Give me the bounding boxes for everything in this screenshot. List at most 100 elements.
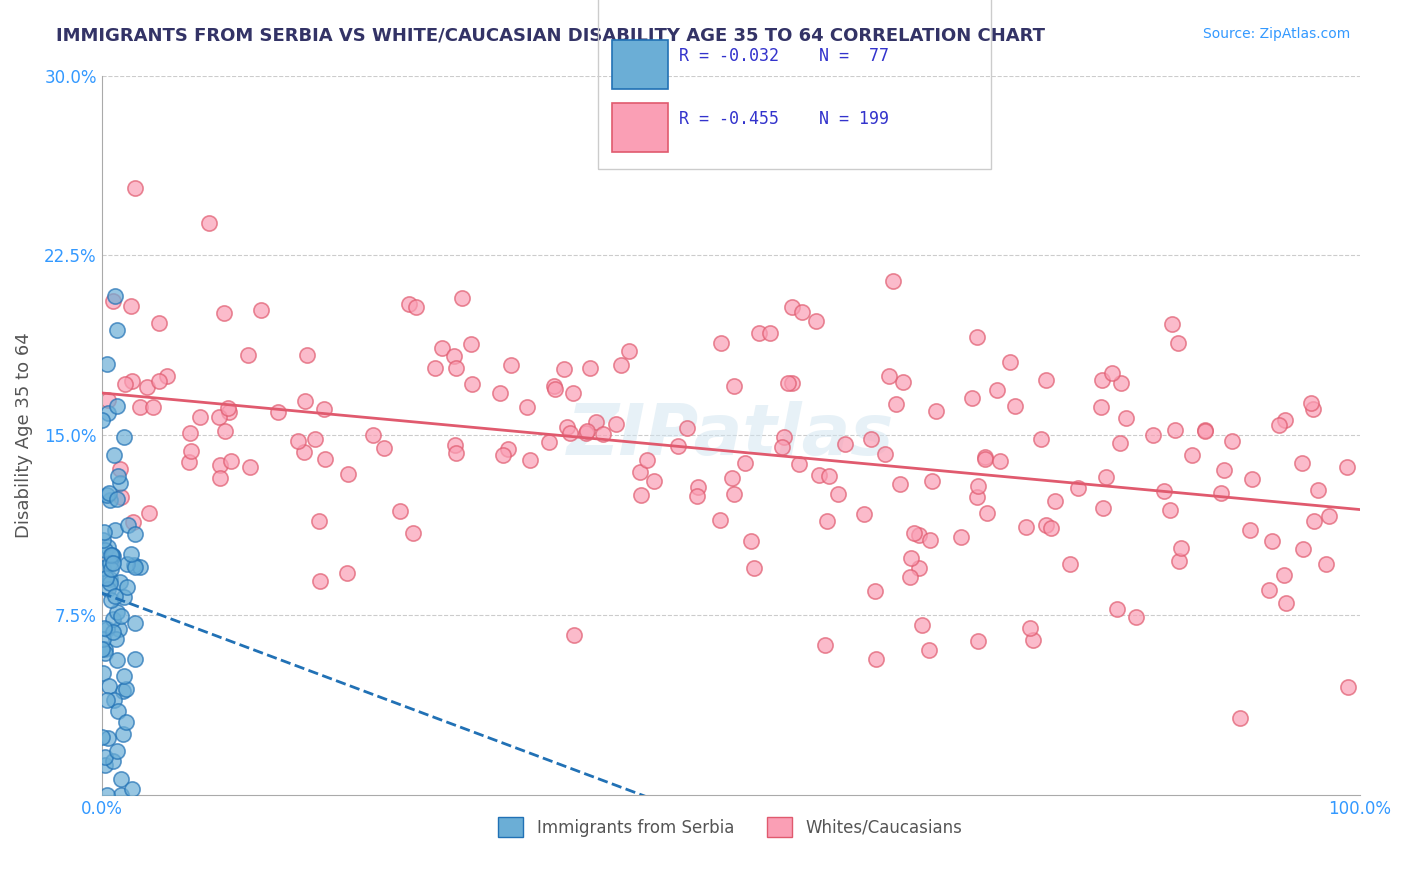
Point (967, 634, 990, 648)
Point (575, 425, 598, 440)
Point (128, 560, 150, 574)
Point (747, 326, 769, 340)
Point (100, 561, 122, 575)
Point (94, 757, 117, 772)
Point (877, 369, 900, 384)
Point (893, 376, 915, 390)
Point (815, 514, 838, 528)
Point (98, 556, 121, 570)
Point (734, 456, 756, 470)
Point (446, 445, 468, 459)
Point (105, 400, 128, 414)
Point (287, 434, 309, 448)
Point (121, 781, 143, 796)
Point (1299, 395, 1322, 409)
Point (402, 526, 425, 541)
Point (1170, 541, 1192, 555)
Text: IMMIGRANTS FROM SERBIA VS WHITE/CAUCASIAN DISABILITY AGE 35 TO 64 CORRELATION CH: IMMIGRANTS FROM SERBIA VS WHITE/CAUCASIA… (56, 27, 1045, 45)
Point (1336, 460, 1358, 475)
Point (907, 528, 929, 542)
Point (236, 348, 259, 362)
Point (93, 632, 115, 647)
Point (218, 405, 240, 419)
Point (217, 401, 239, 415)
Point (827, 486, 849, 500)
Point (1336, 681, 1358, 695)
Point (592, 427, 614, 442)
Point (1306, 483, 1329, 498)
Legend: Immigrants from Serbia, Whites/Caucasians: Immigrants from Serbia, Whites/Caucasian… (492, 810, 969, 844)
Point (1239, 523, 1261, 537)
Point (1029, 432, 1052, 446)
Point (91, 413, 114, 427)
Point (723, 379, 745, 393)
Point (776, 376, 799, 390)
Point (96, 622, 118, 636)
Point (807, 467, 830, 482)
Point (91, 560, 114, 574)
Point (105, 605, 128, 619)
Point (759, 326, 782, 341)
Point (818, 469, 841, 483)
Point (120, 299, 142, 313)
Point (124, 527, 146, 541)
Point (903, 526, 925, 541)
Point (124, 180, 146, 194)
Point (1035, 518, 1057, 533)
Point (742, 561, 765, 575)
Point (619, 343, 641, 358)
Point (112, 668, 135, 682)
Point (110, 490, 132, 504)
Point (519, 452, 541, 467)
Point (188, 410, 211, 425)
Point (1101, 366, 1123, 380)
Point (124, 652, 146, 666)
Point (1159, 503, 1181, 517)
Point (1000, 354, 1022, 368)
Point (1035, 373, 1057, 387)
Point (643, 474, 665, 488)
Point (103, 448, 125, 462)
Point (1315, 557, 1337, 571)
Point (451, 291, 474, 305)
Point (1059, 558, 1081, 572)
Point (93, 750, 115, 764)
Text: R = -0.032    N =  77: R = -0.032 N = 77 (679, 47, 889, 65)
Point (336, 566, 359, 581)
Point (97, 680, 120, 694)
Point (108, 622, 131, 636)
Point (114, 714, 136, 729)
Point (636, 453, 658, 467)
Point (1292, 541, 1315, 556)
Point (1108, 435, 1130, 450)
Point (122, 558, 145, 573)
Point (101, 754, 124, 768)
Point (361, 428, 384, 442)
Point (898, 570, 921, 584)
Point (135, 380, 157, 394)
Point (314, 401, 336, 416)
Point (460, 336, 482, 351)
Point (108, 462, 131, 476)
Point (790, 305, 813, 319)
Point (432, 341, 454, 355)
Point (373, 442, 395, 456)
Point (609, 358, 631, 372)
Point (900, 550, 922, 565)
Point (918, 642, 941, 657)
Point (105, 743, 128, 757)
Point (806, 314, 828, 328)
Point (1272, 567, 1295, 582)
Point (100, 548, 122, 562)
Point (562, 628, 585, 642)
Point (721, 471, 744, 485)
Point (787, 457, 810, 471)
Point (666, 439, 689, 453)
Point (96, 693, 118, 707)
Point (129, 401, 152, 415)
Point (110, 772, 132, 786)
Point (966, 330, 988, 344)
Point (1241, 472, 1264, 486)
Point (882, 275, 904, 289)
Point (124, 560, 146, 574)
